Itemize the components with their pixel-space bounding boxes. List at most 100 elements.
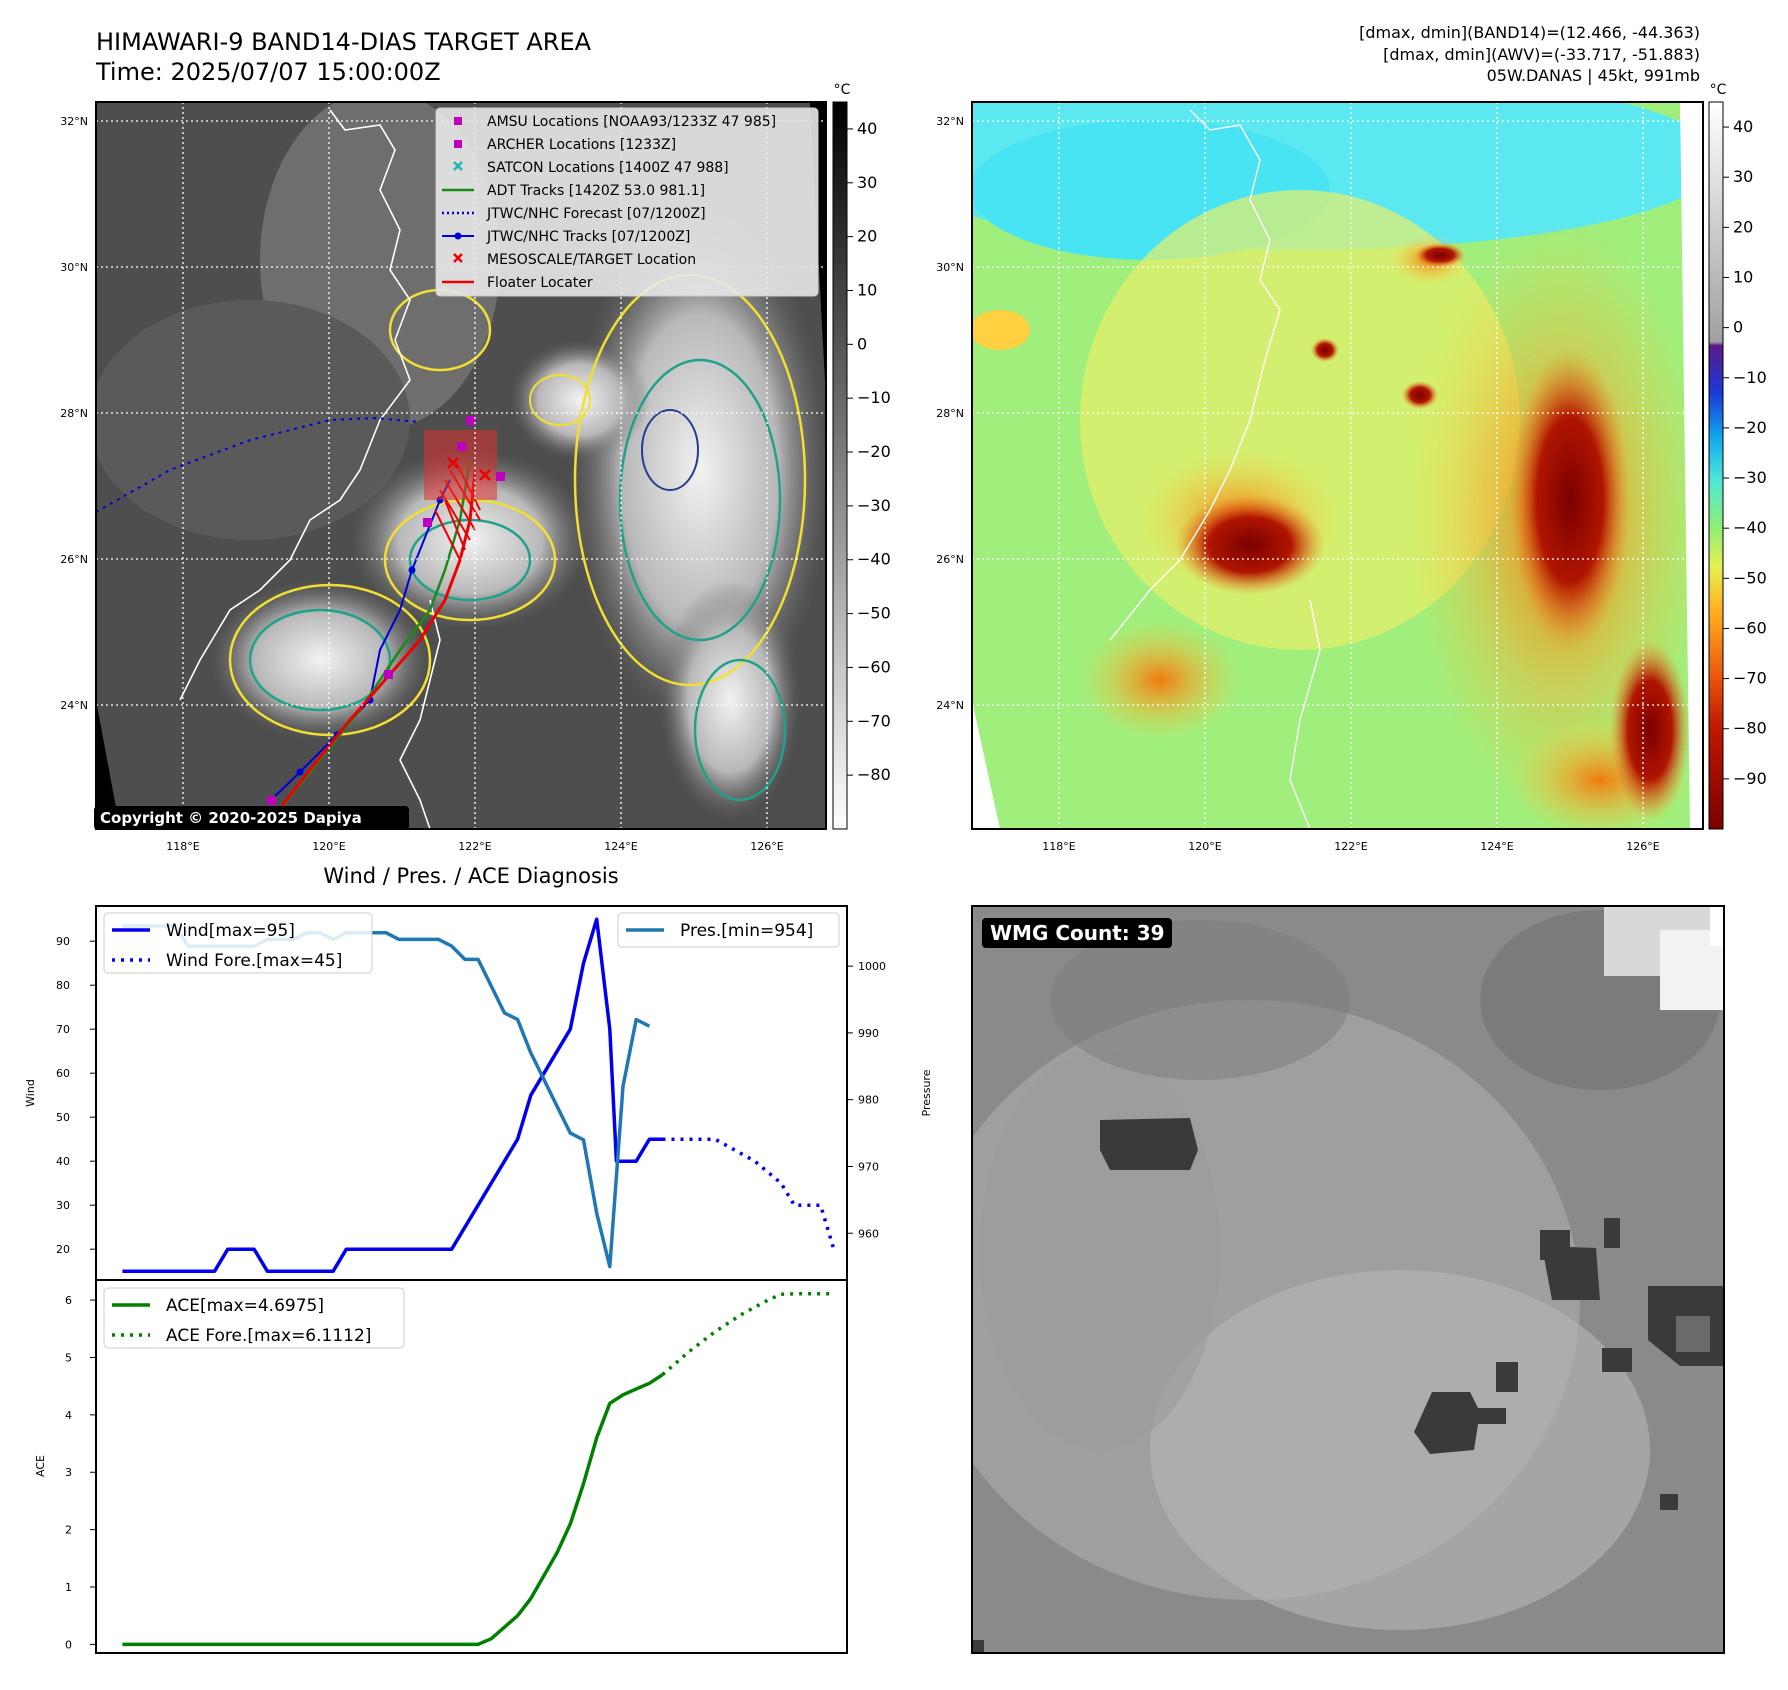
legend-label: ADT Tracks [1420Z 53.0 981.1] xyxy=(487,183,705,199)
ir-colorbar-tick-label: 10 xyxy=(857,280,877,299)
ace-axis-label: ACE xyxy=(34,1455,47,1477)
wind-tick-label: 20 xyxy=(56,1243,70,1256)
ir-lat-label: 24°N xyxy=(60,699,88,712)
awv-colorbar-tick-label: −30 xyxy=(1733,468,1767,487)
awv-lat-label: 28°N xyxy=(936,407,964,420)
wmg-count-badge: WMG Count: 39 xyxy=(982,918,1172,948)
pressure-tick-label: 980 xyxy=(858,1094,879,1107)
ir-lat-label: 32°N xyxy=(60,115,88,128)
wind-tick-label: 30 xyxy=(56,1199,70,1212)
legend-entry-mesoscale: MESOSCALE/TARGET Location xyxy=(453,252,696,268)
awv-colorbar-tick-label: −10 xyxy=(1733,368,1767,387)
awv-gridlines xyxy=(972,102,1703,829)
legend-label: ARCHER Locations [1233Z] xyxy=(487,137,676,153)
ir-colorbar-tick-label: 40 xyxy=(857,119,877,138)
wind-legend: Wind[max=95] Wind Fore.[max=45] xyxy=(103,912,373,974)
awv-colorbar-tick-label: 0 xyxy=(1733,318,1743,337)
ace-tick-label: 0 xyxy=(65,1638,72,1651)
ace-tick-label: 6 xyxy=(65,1294,72,1307)
legend-entry-floater: Floater Locater xyxy=(442,275,593,291)
ace-forecast-legend-label: ACE Fore.[max=6.1112] xyxy=(166,1326,371,1346)
ir-lon-label: 120°E xyxy=(312,840,345,853)
wind-tick-label: 50 xyxy=(56,1111,70,1124)
legend-label: MESOSCALE/TARGET Location xyxy=(487,252,696,268)
awv-lon-label: 124°E xyxy=(1480,840,1513,853)
ir-colorbar-tick-label: −20 xyxy=(857,442,891,461)
ace-legend-label: ACE[max=4.6975] xyxy=(166,1296,324,1316)
ace-tick-label: 5 xyxy=(65,1351,72,1364)
wind-forecast-legend-label: Wind Fore.[max=45] xyxy=(166,951,342,971)
legend-entry-tracks: JTWC/NHC Tracks [07/1200Z] xyxy=(442,229,690,245)
awv-lat-label: 24°N xyxy=(936,699,964,712)
legend-entry-archer: ARCHER Locations [1233Z] xyxy=(454,137,676,153)
ace-tick-label: 4 xyxy=(65,1409,72,1422)
awv-colorbar-tick-label: −20 xyxy=(1733,418,1767,437)
ir-colorbar: °C 40 30 20 10 0 −10 −20 −30 −40 −50 −60 −70 −80 xyxy=(832,82,891,830)
copyright-text: Copyright © 2020-2025 Dapiya xyxy=(100,809,362,827)
ir-colorbar-tick-label: −60 xyxy=(857,657,891,676)
awv-lon-label: 118°E xyxy=(1042,840,1075,853)
awv-colorbar-tick-label: −90 xyxy=(1733,769,1767,788)
awv-colorbar-tick-label: 40 xyxy=(1733,117,1753,136)
storm-info: 05W.DANAS | 45kt, 991mb xyxy=(1487,66,1700,85)
wind-tick-label: 40 xyxy=(56,1155,70,1168)
ir-lon-label: 126°E xyxy=(750,840,783,853)
awv-colorbar-tick-label: −80 xyxy=(1733,719,1767,738)
legend-entry-forecast: JTWC/NHC Forecast [07/1200Z] xyxy=(442,206,706,222)
wind-pressure-chart: Wind / Pres. / ACE Diagnosis 20 30 40 50 60 7… xyxy=(24,864,933,1281)
wmg-count-text: WMG Count: 39 xyxy=(990,921,1165,945)
copyright-badge: Copyright © 2020-2025 Dapiya xyxy=(94,806,409,830)
ir-map-panel: 32°N 30°N 28°N 26°N 24°N 118°E 120°E 122… xyxy=(60,101,827,853)
wind-axis-label: Wind xyxy=(24,1079,37,1107)
ir-colorbar-unit: °C xyxy=(834,82,851,98)
ir-colorbar-tick-label: 0 xyxy=(857,334,867,353)
awv-colorbar-tick-label: −60 xyxy=(1733,618,1767,637)
ir-colorbar-tick-label: −40 xyxy=(857,550,891,569)
ir-lon-label: 118°E xyxy=(166,840,199,853)
awv-lat-label: 30°N xyxy=(936,261,964,274)
ir-lat-label: 30°N xyxy=(60,261,88,274)
dmax-awv: [dmax, dmin](AWV)=(-33.717, -51.883) xyxy=(1383,45,1700,64)
awv-imagery xyxy=(972,102,1703,829)
pressure-axis-label: Pressure xyxy=(920,1069,933,1116)
awv-colorbar-tick-label: 10 xyxy=(1733,267,1753,286)
ace-chart: 0 1 2 3 4 5 6 ACE ACE[max=4.6975] ACE Fore.[ma… xyxy=(34,1279,848,1654)
map-legend: AMSU Locations [NOAA93/1233Z 47 985] ARC… xyxy=(435,107,819,297)
awv-colorbar-tick-label: 20 xyxy=(1733,217,1753,236)
legend-entry-satcon: SATCON Locations [1400Z 47 988] xyxy=(453,160,729,176)
legend-entry-adt: ADT Tracks [1420Z 53.0 981.1] xyxy=(442,183,705,199)
ir-lat-label: 28°N xyxy=(60,407,88,420)
awv-lat-label: 32°N xyxy=(936,115,964,128)
pressure-tick-label: 970 xyxy=(858,1160,879,1173)
dmax-band14: [dmax, dmin](BAND14)=(12.466, -44.363) xyxy=(1359,23,1700,42)
awv-colorbar-tick-label: −40 xyxy=(1733,518,1767,537)
awv-colorbar-tick-label: 30 xyxy=(1733,167,1753,186)
awv-colorbar: °C 40 30 20 10 0 −10 −20 −30 −40 −50 −60 −70 −80 −90 xyxy=(1708,82,1767,830)
pressure-tick-label: 1000 xyxy=(858,960,886,973)
pressure-legend-label: Pres.[min=954] xyxy=(680,921,813,941)
ace-forecast-series-line xyxy=(661,1292,834,1377)
ir-lat-label: 26°N xyxy=(60,553,88,566)
figure-title: HIMAWARI-9 BAND14-DIAS TARGET AREA xyxy=(96,28,592,56)
ace-tick-label: 3 xyxy=(65,1466,72,1479)
awv-lon-label: 122°E xyxy=(1334,840,1367,853)
wind-tick-label: 80 xyxy=(56,979,70,992)
legend-label: JTWC/NHC Tracks [07/1200Z] xyxy=(486,229,690,245)
wind-tick-label: 90 xyxy=(56,935,70,948)
awv-colorbar-tick-label: −50 xyxy=(1733,568,1767,587)
ir-colorbar-tick-label: −30 xyxy=(857,496,891,515)
ace-tick-label: 1 xyxy=(65,1581,72,1594)
legend-label: SATCON Locations [1400Z 47 988] xyxy=(487,160,729,176)
awv-lon-label: 126°E xyxy=(1626,840,1659,853)
diagnosis-title: Wind / Pres. / ACE Diagnosis xyxy=(323,864,618,888)
ir-colorbar-tick-label: 30 xyxy=(857,173,877,192)
legend-label: Floater Locater xyxy=(487,275,593,291)
ir-colorbar-tick-label: 20 xyxy=(857,227,877,246)
ir-lon-label: 124°E xyxy=(604,840,637,853)
awv-colorbar-tick-label: −70 xyxy=(1733,669,1767,688)
awv-map-panel: 32°N 30°N 28°N 26°N 24°N 118°E 120°E 122… xyxy=(936,101,1704,853)
legend-label: AMSU Locations [NOAA93/1233Z 47 985] xyxy=(487,114,776,130)
ir-lon-label: 122°E xyxy=(458,840,491,853)
ace-tick-label: 2 xyxy=(65,1524,72,1537)
